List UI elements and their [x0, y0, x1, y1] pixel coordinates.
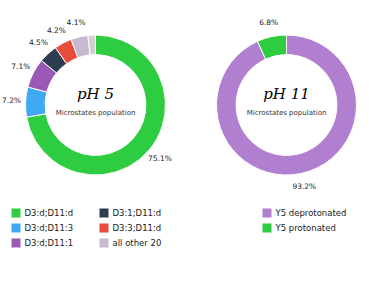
slices — [26, 35, 166, 175]
slice — [27, 35, 166, 175]
legend-swatch — [263, 209, 272, 218]
legend-label: D3:d;D11:d — [25, 208, 74, 218]
legend-swatch — [100, 224, 109, 233]
legend-label: all other 20 — [113, 238, 162, 248]
data-label: 4.1% — [67, 18, 86, 27]
legend-item: D3:d;D11:3 — [12, 223, 74, 233]
figure: 75.1% 7.2% 7.1% 4.5% 4.2%4.1% pH 5 Microstates… — [0, 0, 382, 295]
legend: Y5 deprotonated Y5 protonated — [263, 208, 347, 233]
legend-swatch — [12, 239, 21, 248]
legend-item: D3:d;D11:d — [12, 208, 74, 218]
legend-label: D3:1;D11:d — [113, 208, 162, 218]
data-label: 4.5% — [29, 38, 48, 47]
legend-swatch — [100, 239, 109, 248]
data-labels: 93.2% 6.8% — [259, 18, 316, 191]
legend: D3:d;D11:d D3:d;D11:3 D3:d;D11:1 D3:1;D11:d… — [12, 208, 162, 248]
legend-label: Y5 protonated — [275, 223, 336, 233]
data-label: 6.8% — [259, 18, 278, 27]
data-label: 7.1% — [11, 62, 30, 71]
legend-swatch — [12, 209, 21, 218]
data-label: 93.2% — [292, 182, 316, 191]
donut-chart: 93.2% 6.8% pH 11 Microstates population Y5 d… — [217, 18, 357, 233]
legend-label: D3:d;D11:1 — [25, 238, 74, 248]
legend-item: D3:3;D11:d — [100, 223, 162, 233]
legend-swatch — [100, 209, 109, 218]
slices — [217, 35, 357, 175]
subtitle: Microstates population — [247, 109, 327, 117]
legend-item: Y5 deprotonated — [263, 208, 347, 218]
legend-item: Y5 protonated — [263, 223, 336, 233]
slice — [257, 35, 286, 59]
legend-swatch — [263, 224, 272, 233]
legend-item: D3:d;D11:1 — [12, 238, 74, 248]
legend-label: D3:3;D11:d — [113, 223, 162, 233]
title: pH 5 — [77, 85, 114, 103]
donut-chart: 75.1% 7.2% 7.1% 4.5% 4.2%4.1% pH 5 Microstates… — [2, 18, 172, 247]
slice — [71, 35, 90, 57]
legend-swatch — [12, 224, 21, 233]
legend-item: all other 20 — [100, 238, 162, 248]
legend-label: D3:d;D11:3 — [25, 223, 74, 233]
subtitle: Microstates population — [56, 109, 136, 117]
slice — [88, 35, 96, 55]
title: pH 11 — [263, 85, 310, 103]
slice — [217, 35, 357, 175]
data-label: 75.1% — [148, 154, 172, 163]
data-label: 7.2% — [2, 96, 21, 105]
legend-item: D3:1;D11:d — [100, 208, 162, 218]
data-label: 4.2% — [47, 26, 66, 35]
legend-label: Y5 deprotonated — [275, 208, 347, 218]
data-labels: 75.1% 7.2% 7.1% 4.5% 4.2%4.1% — [2, 18, 172, 163]
